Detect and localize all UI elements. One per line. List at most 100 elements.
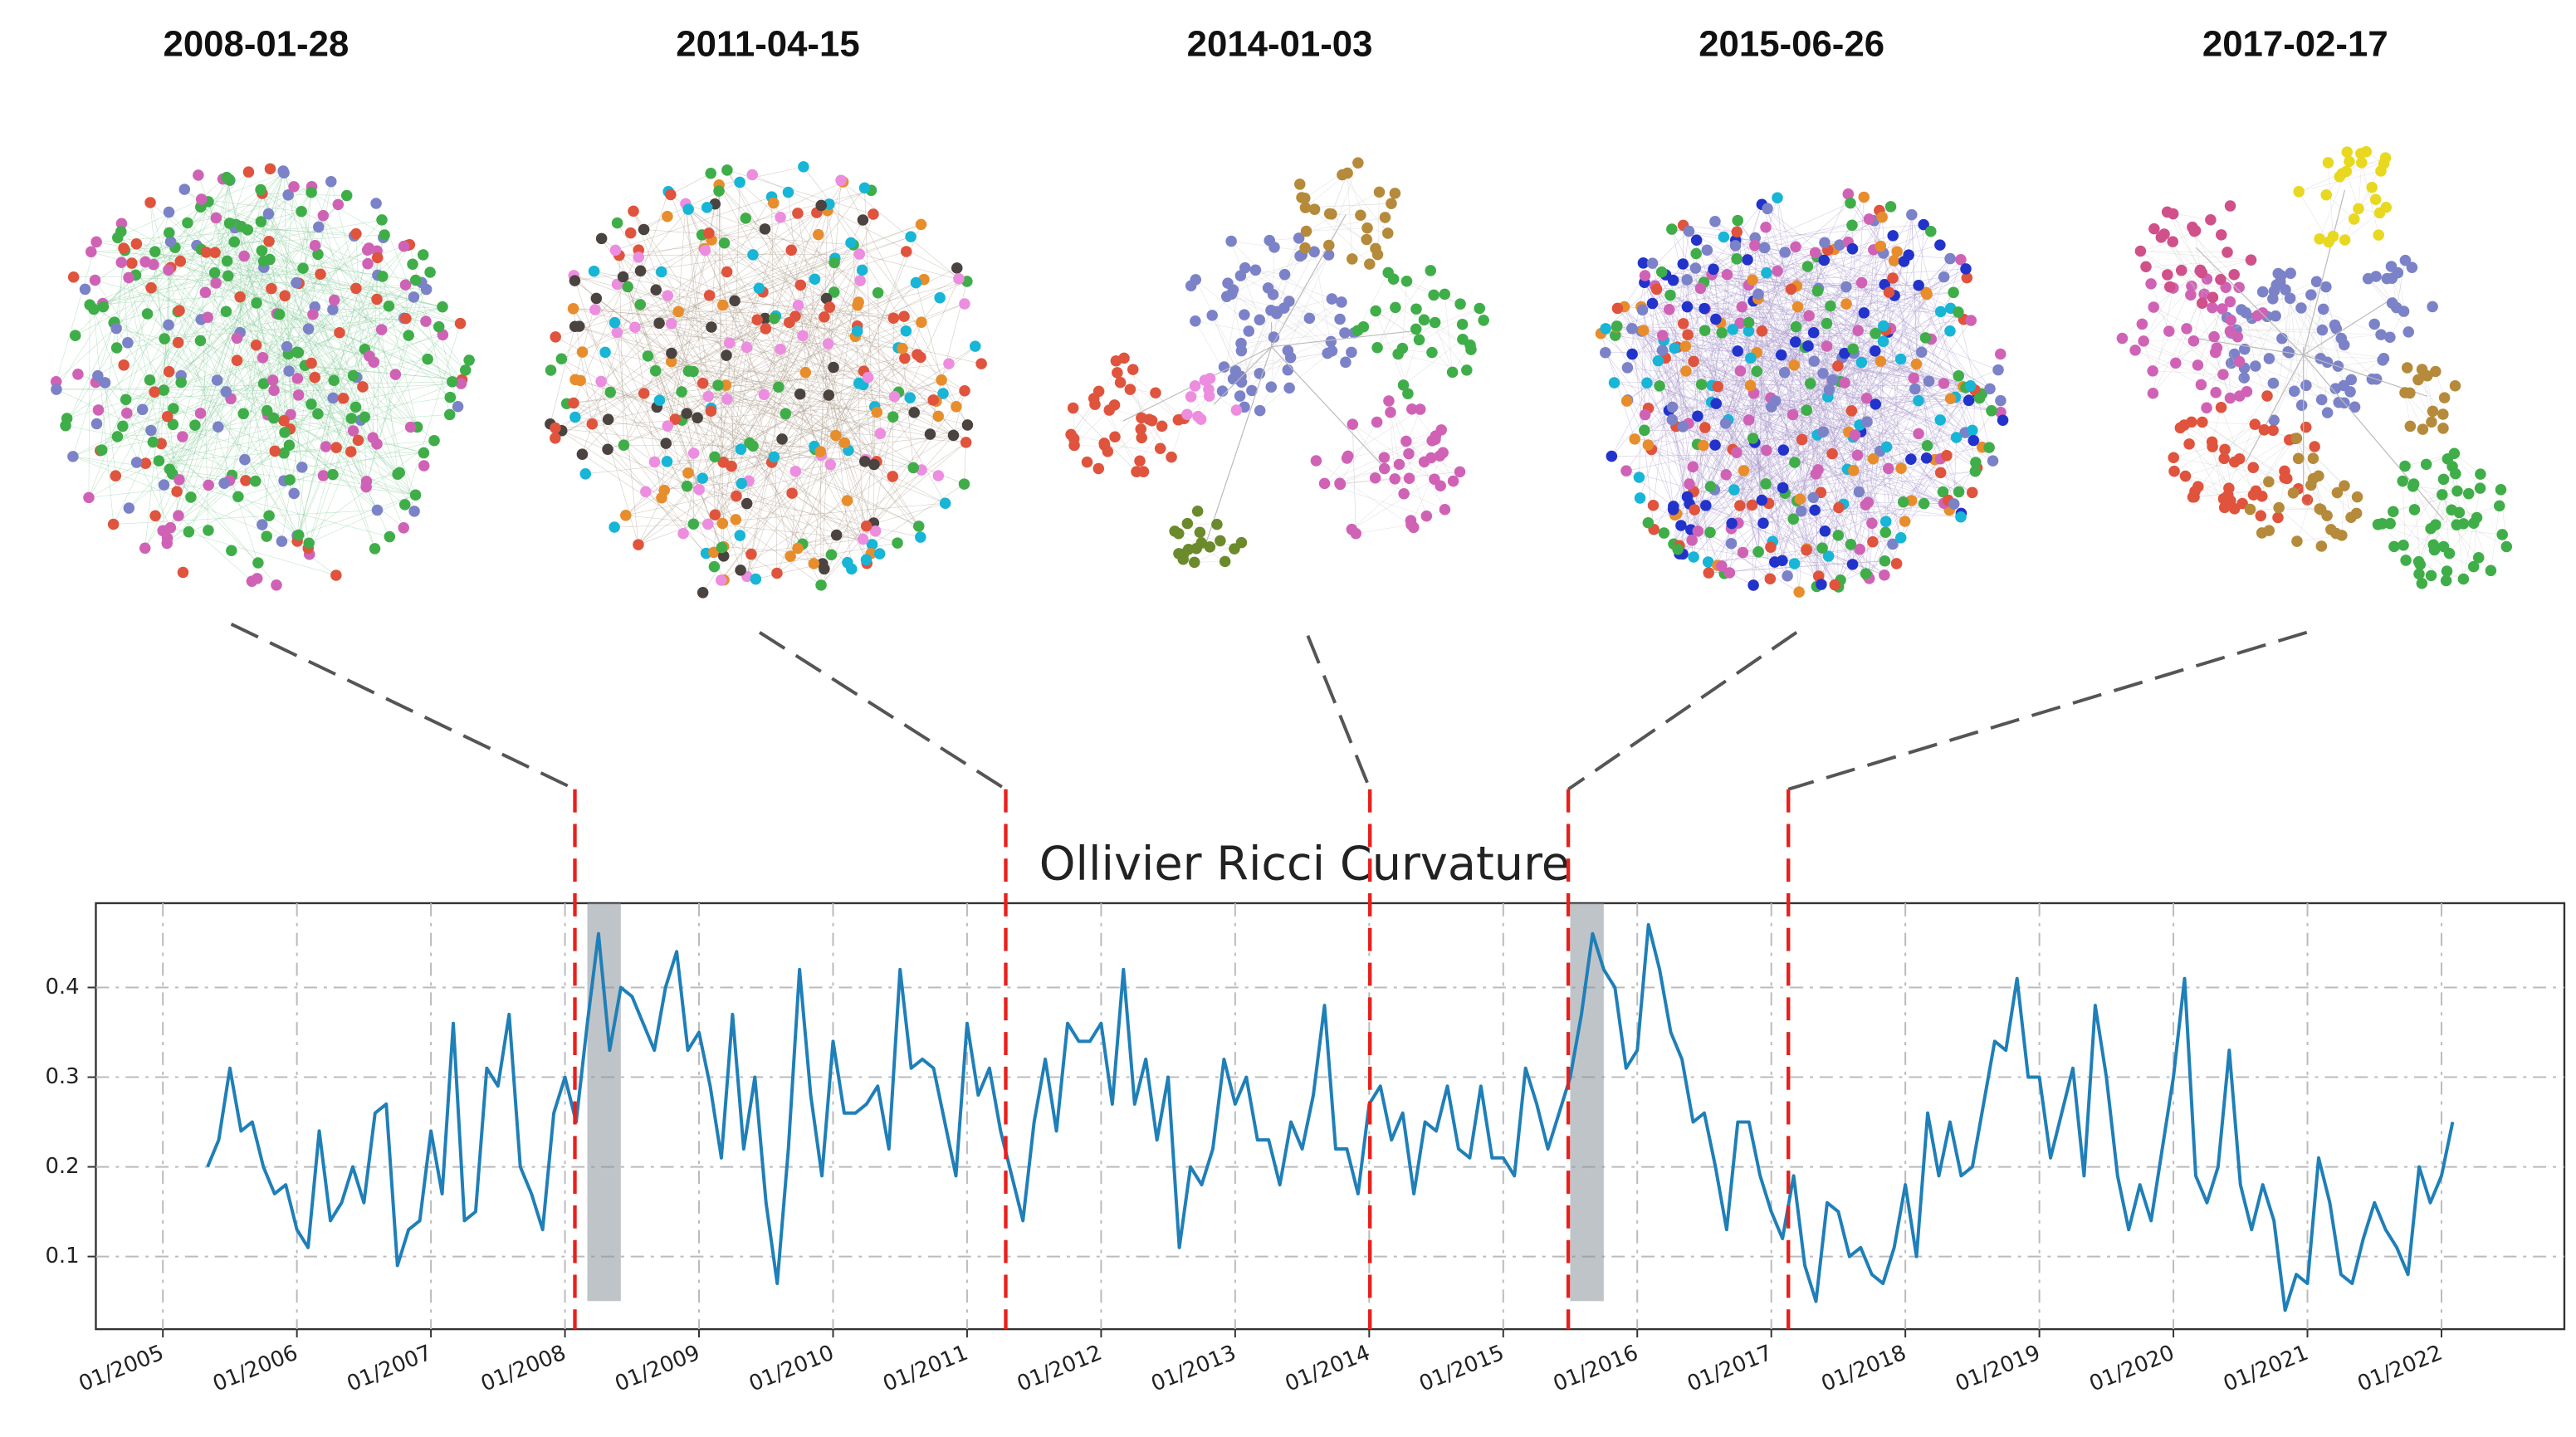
network-node <box>1846 559 1859 570</box>
network-node <box>1751 365 1762 377</box>
network-edge <box>2316 281 2328 413</box>
network-node <box>1371 248 1384 261</box>
network-node <box>221 255 233 267</box>
network-edge <box>56 212 169 390</box>
network-node <box>905 231 917 242</box>
network-edge <box>1838 320 1972 508</box>
network-node <box>1913 428 1924 440</box>
network-node <box>1385 406 1396 418</box>
network-edge <box>1139 426 1162 462</box>
network-node <box>2224 325 2236 337</box>
network-node <box>2147 387 2159 399</box>
network-node <box>1756 494 1768 506</box>
network-node <box>1944 252 1956 265</box>
network-node <box>2215 229 2227 241</box>
network-node <box>1742 254 1753 266</box>
network-edge <box>561 242 725 431</box>
network-node <box>1663 304 1675 315</box>
network-node <box>1303 312 1316 325</box>
connector <box>1787 630 2308 791</box>
network-node <box>117 420 129 433</box>
network-node <box>567 303 579 315</box>
network-node <box>602 413 614 425</box>
network-node <box>2291 535 2303 547</box>
network-node <box>706 321 717 333</box>
network-node <box>2485 565 2497 577</box>
network-node <box>912 521 925 532</box>
network-edge <box>72 456 390 537</box>
network-node <box>349 401 362 413</box>
network-node <box>1909 383 1921 395</box>
network-edge <box>2432 473 2456 545</box>
network-edge <box>381 329 458 407</box>
network-edge <box>1388 400 1445 510</box>
network-edge <box>1838 378 1914 588</box>
network-node <box>2360 145 2373 158</box>
network-node <box>1447 475 1459 487</box>
network-node <box>2426 416 2437 428</box>
network-node <box>1109 431 1121 443</box>
network-node <box>1860 568 1872 579</box>
network-node <box>1639 408 1651 421</box>
network-edge <box>1316 460 1414 528</box>
network-node <box>1961 271 1973 284</box>
network-node <box>1953 306 1964 318</box>
network-node <box>2217 303 2228 315</box>
network-node <box>1352 325 1364 337</box>
network-node <box>2400 555 2412 566</box>
network-edge <box>604 352 829 396</box>
network-node <box>1067 402 1079 414</box>
network-edge <box>2328 162 2334 237</box>
network-node <box>1118 352 1130 364</box>
chart-title: Ollivier Ricci Curvature <box>1039 837 1570 891</box>
network-node <box>1879 569 1890 581</box>
network-node <box>1425 452 1437 464</box>
network-edge <box>2134 349 2247 393</box>
network-edge <box>1435 322 1453 373</box>
network-node <box>139 256 151 268</box>
network-edge <box>72 271 431 457</box>
network-node <box>1840 298 1852 310</box>
network-node <box>716 517 729 530</box>
network-node <box>149 510 161 522</box>
network-node <box>257 519 268 530</box>
network-node <box>820 292 833 305</box>
network-node <box>604 386 616 398</box>
network-edge <box>276 247 369 315</box>
network-node <box>1738 465 1750 477</box>
network-node <box>1355 209 1366 221</box>
network-node <box>1225 235 1237 247</box>
network-node <box>269 445 281 457</box>
network-node <box>1906 208 1918 221</box>
network-node <box>1973 392 1986 404</box>
network-edge <box>2183 424 2308 501</box>
network-node <box>1629 433 1640 445</box>
network-node <box>1341 452 1353 464</box>
network-node <box>628 205 639 218</box>
network-node <box>209 247 221 258</box>
network-edge <box>765 203 830 319</box>
network-node <box>716 541 728 554</box>
network-edge <box>582 191 669 455</box>
network-node <box>257 255 270 267</box>
network-node <box>2438 392 2451 403</box>
network-edge <box>2173 446 2213 458</box>
network-edge <box>748 257 836 481</box>
network-edge <box>2140 251 2213 298</box>
network-node <box>2179 470 2192 482</box>
network-edge <box>671 234 702 362</box>
network-node <box>2196 297 2208 310</box>
network-node <box>398 240 410 252</box>
network-node <box>1948 498 1960 510</box>
network-node <box>672 305 684 318</box>
network-edge <box>333 380 352 452</box>
network-node <box>389 369 402 380</box>
network-node <box>250 339 262 351</box>
network-node <box>859 456 871 467</box>
network-node <box>1446 366 1459 379</box>
network-node <box>1870 345 1881 357</box>
network-node <box>1166 451 1177 463</box>
network-edge <box>2192 395 2268 497</box>
network-edge <box>667 296 689 372</box>
network-edge <box>1656 289 1972 493</box>
